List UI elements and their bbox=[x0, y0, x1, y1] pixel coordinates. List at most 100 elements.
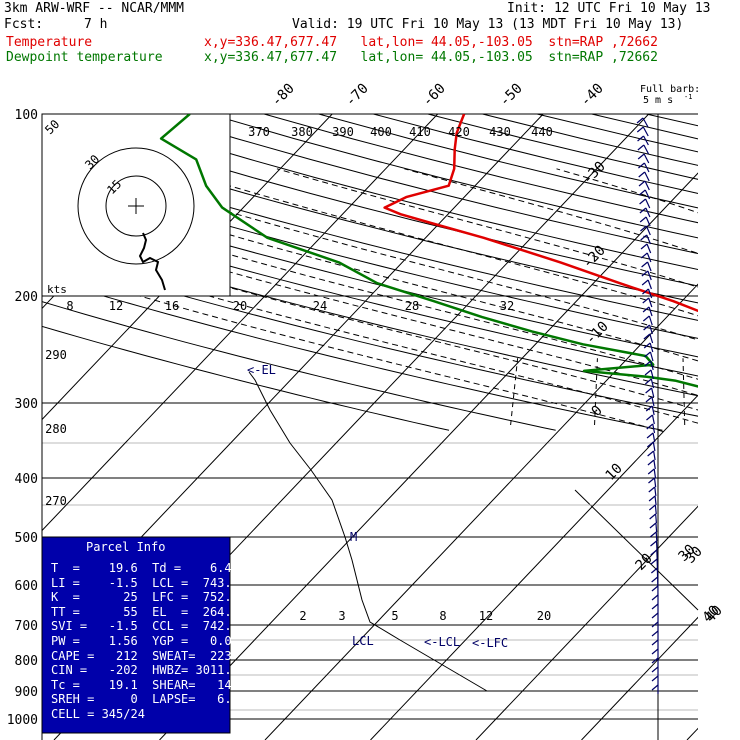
mixing-ratio-label: 2 bbox=[299, 609, 306, 623]
pressure-label: 300 bbox=[15, 397, 38, 412]
parcel-row: CAPE = 212 SWEAT= 223 bbox=[51, 649, 232, 663]
forecast-label: Fcst: bbox=[4, 17, 44, 32]
dry-adiabat-line bbox=[100, 114, 698, 271]
wind-barb-flag bbox=[638, 162, 645, 169]
parcel-row: K = 25 LFC = 752. bbox=[51, 590, 232, 604]
wind-barb-flag bbox=[644, 360, 652, 367]
wind-barb-flag bbox=[648, 495, 656, 502]
lcl-annotation: <-LCL bbox=[424, 635, 460, 649]
wind-barb-staff bbox=[647, 288, 653, 299]
wind-barb-flag bbox=[639, 216, 647, 223]
wind-barb-staff bbox=[650, 378, 655, 389]
wind-barb-staff bbox=[648, 297, 653, 308]
parcel-row: SVI = -1.5 CCL = 742. bbox=[51, 619, 232, 633]
theta-label: 410 bbox=[409, 125, 431, 139]
moist-adiabat-line bbox=[172, 168, 698, 317]
theta-label: 420 bbox=[448, 125, 470, 139]
init-time: Init: 12 UTC Fri 10 May 13 bbox=[507, 1, 711, 16]
moist-adiabat-line bbox=[42, 266, 664, 433]
wind-barb-staff bbox=[644, 171, 650, 182]
wind-barb-flag bbox=[642, 315, 650, 322]
pressure-label: 500 bbox=[15, 531, 38, 546]
isotherm-line bbox=[581, 616, 698, 740]
dry-adiabat-line bbox=[42, 277, 663, 431]
theta-label: 390 bbox=[332, 125, 354, 139]
pressure-label: 700 bbox=[15, 619, 38, 634]
mixing-ratio-line bbox=[736, 358, 740, 425]
pressure-label: 100 bbox=[15, 108, 38, 123]
wind-barb-flag bbox=[637, 153, 645, 160]
wind-barb-flag bbox=[643, 333, 651, 340]
theta-label: 380 bbox=[291, 125, 313, 139]
wind-barb-flag bbox=[647, 468, 655, 475]
wind-barb-staff bbox=[654, 486, 657, 497]
wind-barb-flag bbox=[637, 144, 645, 151]
wind-barb-flag bbox=[636, 117, 644, 124]
temperature-line bbox=[383, 114, 698, 313]
wind-barb-flag bbox=[651, 621, 659, 628]
wind-barb-staff bbox=[654, 495, 657, 506]
wind-barb-flag bbox=[649, 531, 657, 538]
wind-barb-staff bbox=[644, 189, 651, 200]
wind-barb-flag bbox=[642, 297, 650, 304]
wind-barb-flag bbox=[651, 612, 659, 619]
wind-barb-flag bbox=[645, 387, 653, 394]
level-marker: M bbox=[350, 530, 357, 544]
moist-adiabat-line bbox=[276, 168, 698, 288]
el-annotation: <-EL bbox=[247, 363, 276, 377]
legend-dewpoint-info: x,y=336.47,677.47 lat,lon= 44.05,-103.05… bbox=[204, 50, 658, 65]
wind-barb-staff bbox=[651, 396, 655, 407]
wind-barb-staff bbox=[647, 261, 652, 272]
wind-barb-flag bbox=[644, 378, 652, 385]
legend-dewpoint-name: Dewpoint temperature bbox=[6, 50, 163, 65]
wind-barb-flag bbox=[650, 540, 657, 547]
wind-barb-flag bbox=[638, 180, 646, 187]
pressure-label: 400 bbox=[15, 472, 38, 487]
wind-barb-staff bbox=[655, 540, 658, 551]
moist-adiabat-line bbox=[87, 168, 698, 341]
wind-barb-staff bbox=[652, 441, 656, 452]
wind-barb-staff bbox=[650, 369, 654, 380]
wind-barb-staff bbox=[645, 216, 651, 227]
hodograph-ring bbox=[77, 147, 195, 265]
mixing-ratio-label: 12 bbox=[479, 609, 493, 623]
wind-barb-staff bbox=[645, 198, 651, 209]
frame-diagonal bbox=[574, 489, 699, 611]
wind-barb-flag bbox=[640, 234, 648, 241]
wind-barb-flag bbox=[640, 225, 647, 232]
wind-barb-staff bbox=[649, 333, 654, 344]
wind-barb-flag bbox=[638, 189, 646, 196]
wind-barb-staff bbox=[649, 351, 654, 362]
dry-adiabat-line bbox=[42, 325, 450, 431]
dry-adiabat-label: 270 bbox=[45, 494, 67, 508]
wind-barb-flag bbox=[651, 684, 659, 691]
speed-label: 8 bbox=[66, 299, 73, 313]
wind-barb-staff bbox=[652, 423, 656, 434]
wind-barb-staff bbox=[649, 342, 654, 353]
dry-adiabat-line bbox=[42, 149, 698, 321]
parcel-row: T = 19.6 Td = 6.4 bbox=[51, 561, 232, 575]
pressure-label: 900 bbox=[15, 685, 38, 700]
hodograph-ring bbox=[105, 175, 167, 237]
hodograph-units-label: kts bbox=[47, 283, 67, 296]
wind-barb-flag bbox=[648, 486, 656, 493]
wind-barb-staff bbox=[653, 468, 657, 479]
mixing-ratio-label: 3 bbox=[338, 609, 345, 623]
wind-barb-flag bbox=[651, 675, 659, 682]
wind-barb-staff bbox=[643, 144, 650, 155]
parcel-row: PW = 1.56 YGP = 0.0 bbox=[51, 634, 232, 648]
isotherm-line bbox=[159, 172, 698, 740]
dry-adiabat-label: 280 bbox=[45, 422, 67, 436]
wind-barb-flag bbox=[640, 243, 648, 250]
dry-adiabat-line bbox=[45, 114, 698, 287]
dry-adiabat-line bbox=[42, 254, 698, 417]
wind-barb-staff bbox=[646, 234, 652, 245]
isotherm-line bbox=[42, 114, 333, 421]
wind-barb-staff bbox=[648, 306, 653, 317]
wind-barb-staff bbox=[647, 279, 653, 290]
isotherm-label: -70 bbox=[343, 81, 372, 110]
wind-barb-flag bbox=[642, 288, 649, 295]
wind-barb-flag bbox=[647, 450, 655, 457]
legend-temperature-name: Temperature bbox=[6, 35, 93, 50]
